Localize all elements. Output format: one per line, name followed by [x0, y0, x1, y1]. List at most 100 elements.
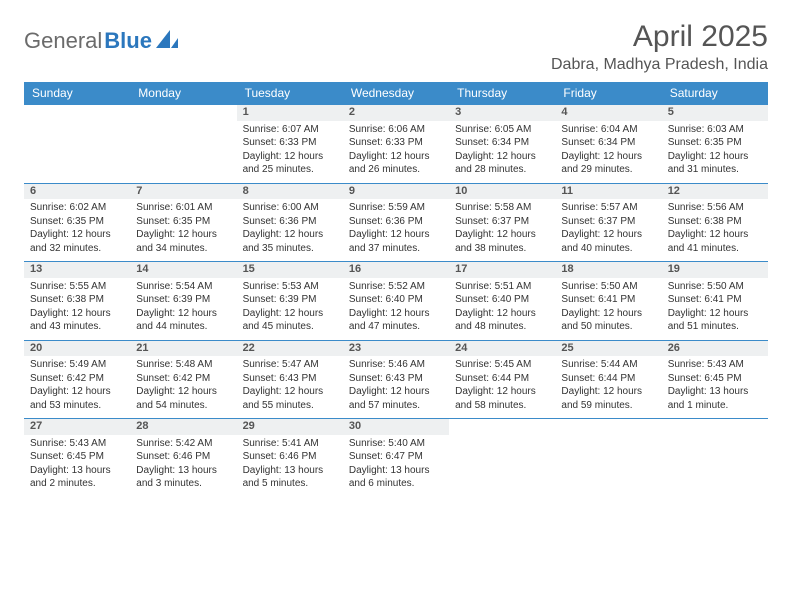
- sunrise-text: Sunrise: 5:45 AM: [455, 358, 549, 372]
- day-data-cell: [24, 121, 130, 184]
- day-data-cell: [449, 435, 555, 497]
- day-data-cell: Sunrise: 5:52 AMSunset: 6:40 PMDaylight:…: [343, 278, 449, 341]
- daylight-text: Daylight: 13 hours and 6 minutes.: [349, 464, 443, 491]
- day-data-cell: Sunrise: 5:45 AMSunset: 6:44 PMDaylight:…: [449, 356, 555, 419]
- daylight-text: Daylight: 12 hours and 31 minutes.: [668, 150, 762, 177]
- day-number-cell: 7: [130, 183, 236, 199]
- sunrise-text: Sunrise: 6:06 AM: [349, 123, 443, 137]
- sunset-text: Sunset: 6:34 PM: [561, 136, 655, 150]
- day-data-cell: Sunrise: 6:07 AMSunset: 6:33 PMDaylight:…: [237, 121, 343, 184]
- sunset-text: Sunset: 6:40 PM: [455, 293, 549, 307]
- daylight-text: Daylight: 12 hours and 47 minutes.: [349, 307, 443, 334]
- daylight-text: Daylight: 12 hours and 38 minutes.: [455, 228, 549, 255]
- day-data-cell: [662, 435, 768, 497]
- day-data-cell: Sunrise: 5:44 AMSunset: 6:44 PMDaylight:…: [555, 356, 661, 419]
- sunrise-text: Sunrise: 5:43 AM: [30, 437, 124, 451]
- daylight-text: Daylight: 12 hours and 57 minutes.: [349, 385, 443, 412]
- weekday-header: Sunday: [24, 82, 130, 105]
- day-data-cell: Sunrise: 5:50 AMSunset: 6:41 PMDaylight:…: [555, 278, 661, 341]
- day-data-cell: Sunrise: 6:01 AMSunset: 6:35 PMDaylight:…: [130, 199, 236, 262]
- sunset-text: Sunset: 6:45 PM: [30, 450, 124, 464]
- sunset-text: Sunset: 6:35 PM: [30, 215, 124, 229]
- day-data-cell: Sunrise: 5:43 AMSunset: 6:45 PMDaylight:…: [24, 435, 130, 497]
- day-number-cell: 19: [662, 262, 768, 278]
- daylight-text: Daylight: 12 hours and 32 minutes.: [30, 228, 124, 255]
- weekday-header: Monday: [130, 82, 236, 105]
- location-label: Dabra, Madhya Pradesh, India: [551, 56, 768, 74]
- sunset-text: Sunset: 6:37 PM: [561, 215, 655, 229]
- logo-text-1: General: [24, 28, 102, 54]
- day-data-cell: Sunrise: 5:42 AMSunset: 6:46 PMDaylight:…: [130, 435, 236, 497]
- day-data-cell: Sunrise: 5:47 AMSunset: 6:43 PMDaylight:…: [237, 356, 343, 419]
- daynum-row: 13141516171819: [24, 262, 768, 278]
- day-data-cell: Sunrise: 6:02 AMSunset: 6:35 PMDaylight:…: [24, 199, 130, 262]
- day-number-cell: 29: [237, 419, 343, 435]
- weekday-header: Friday: [555, 82, 661, 105]
- day-number-cell: 16: [343, 262, 449, 278]
- sunset-text: Sunset: 6:36 PM: [349, 215, 443, 229]
- day-number-cell: 9: [343, 183, 449, 199]
- daylight-text: Daylight: 12 hours and 58 minutes.: [455, 385, 549, 412]
- day-data-cell: Sunrise: 5:48 AMSunset: 6:42 PMDaylight:…: [130, 356, 236, 419]
- day-number-cell: 12: [662, 183, 768, 199]
- sunset-text: Sunset: 6:44 PM: [455, 372, 549, 386]
- daylight-text: Daylight: 13 hours and 5 minutes.: [243, 464, 337, 491]
- day-number-cell: 2: [343, 105, 449, 121]
- logo-sail-icon: [154, 28, 178, 54]
- day-number-cell: 28: [130, 419, 236, 435]
- daynum-row: 20212223242526: [24, 340, 768, 356]
- day-number-cell: 26: [662, 340, 768, 356]
- daylight-text: Daylight: 12 hours and 53 minutes.: [30, 385, 124, 412]
- daylight-text: Daylight: 12 hours and 45 minutes.: [243, 307, 337, 334]
- daylight-text: Daylight: 12 hours and 54 minutes.: [136, 385, 230, 412]
- daylight-text: Daylight: 12 hours and 51 minutes.: [668, 307, 762, 334]
- sunset-text: Sunset: 6:43 PM: [243, 372, 337, 386]
- weekday-header: Tuesday: [237, 82, 343, 105]
- daylight-text: Daylight: 12 hours and 26 minutes.: [349, 150, 443, 177]
- sunrise-text: Sunrise: 5:42 AM: [136, 437, 230, 451]
- sunset-text: Sunset: 6:39 PM: [243, 293, 337, 307]
- day-data-cell: Sunrise: 5:53 AMSunset: 6:39 PMDaylight:…: [237, 278, 343, 341]
- daylight-text: Daylight: 13 hours and 3 minutes.: [136, 464, 230, 491]
- sunset-text: Sunset: 6:35 PM: [136, 215, 230, 229]
- day-data-cell: Sunrise: 5:40 AMSunset: 6:47 PMDaylight:…: [343, 435, 449, 497]
- sunset-text: Sunset: 6:41 PM: [668, 293, 762, 307]
- day-number-cell: [555, 419, 661, 435]
- sunrise-text: Sunrise: 5:43 AM: [668, 358, 762, 372]
- day-number-cell: [130, 105, 236, 121]
- daylight-text: Daylight: 12 hours and 37 minutes.: [349, 228, 443, 255]
- sunset-text: Sunset: 6:35 PM: [668, 136, 762, 150]
- weekday-header: Wednesday: [343, 82, 449, 105]
- sunset-text: Sunset: 6:46 PM: [243, 450, 337, 464]
- daylight-text: Daylight: 13 hours and 1 minute.: [668, 385, 762, 412]
- data-row: Sunrise: 5:55 AMSunset: 6:38 PMDaylight:…: [24, 278, 768, 341]
- sunrise-text: Sunrise: 5:54 AM: [136, 280, 230, 294]
- daynum-row: 12345: [24, 105, 768, 121]
- day-number-cell: 27: [24, 419, 130, 435]
- calendar-table: Sunday Monday Tuesday Wednesday Thursday…: [24, 82, 768, 497]
- sunset-text: Sunset: 6:33 PM: [243, 136, 337, 150]
- sunset-text: Sunset: 6:38 PM: [668, 215, 762, 229]
- sunrise-text: Sunrise: 5:47 AM: [243, 358, 337, 372]
- daylight-text: Daylight: 12 hours and 59 minutes.: [561, 385, 655, 412]
- day-data-cell: Sunrise: 5:41 AMSunset: 6:46 PMDaylight:…: [237, 435, 343, 497]
- sunset-text: Sunset: 6:41 PM: [561, 293, 655, 307]
- day-number-cell: 6: [24, 183, 130, 199]
- sunrise-text: Sunrise: 5:40 AM: [349, 437, 443, 451]
- data-row: Sunrise: 6:02 AMSunset: 6:35 PMDaylight:…: [24, 199, 768, 262]
- sunrise-text: Sunrise: 5:55 AM: [30, 280, 124, 294]
- day-number-cell: 30: [343, 419, 449, 435]
- weekday-header: Saturday: [662, 82, 768, 105]
- sunrise-text: Sunrise: 5:48 AM: [136, 358, 230, 372]
- logo-text-2: Blue: [104, 28, 152, 54]
- day-data-cell: Sunrise: 6:05 AMSunset: 6:34 PMDaylight:…: [449, 121, 555, 184]
- day-number-cell: [662, 419, 768, 435]
- sunrise-text: Sunrise: 6:03 AM: [668, 123, 762, 137]
- daylight-text: Daylight: 12 hours and 55 minutes.: [243, 385, 337, 412]
- sunset-text: Sunset: 6:44 PM: [561, 372, 655, 386]
- day-data-cell: Sunrise: 5:51 AMSunset: 6:40 PMDaylight:…: [449, 278, 555, 341]
- day-number-cell: 18: [555, 262, 661, 278]
- day-data-cell: Sunrise: 5:49 AMSunset: 6:42 PMDaylight:…: [24, 356, 130, 419]
- day-data-cell: [555, 435, 661, 497]
- header: GeneralBlue April 2025 Dabra, Madhya Pra…: [24, 20, 768, 74]
